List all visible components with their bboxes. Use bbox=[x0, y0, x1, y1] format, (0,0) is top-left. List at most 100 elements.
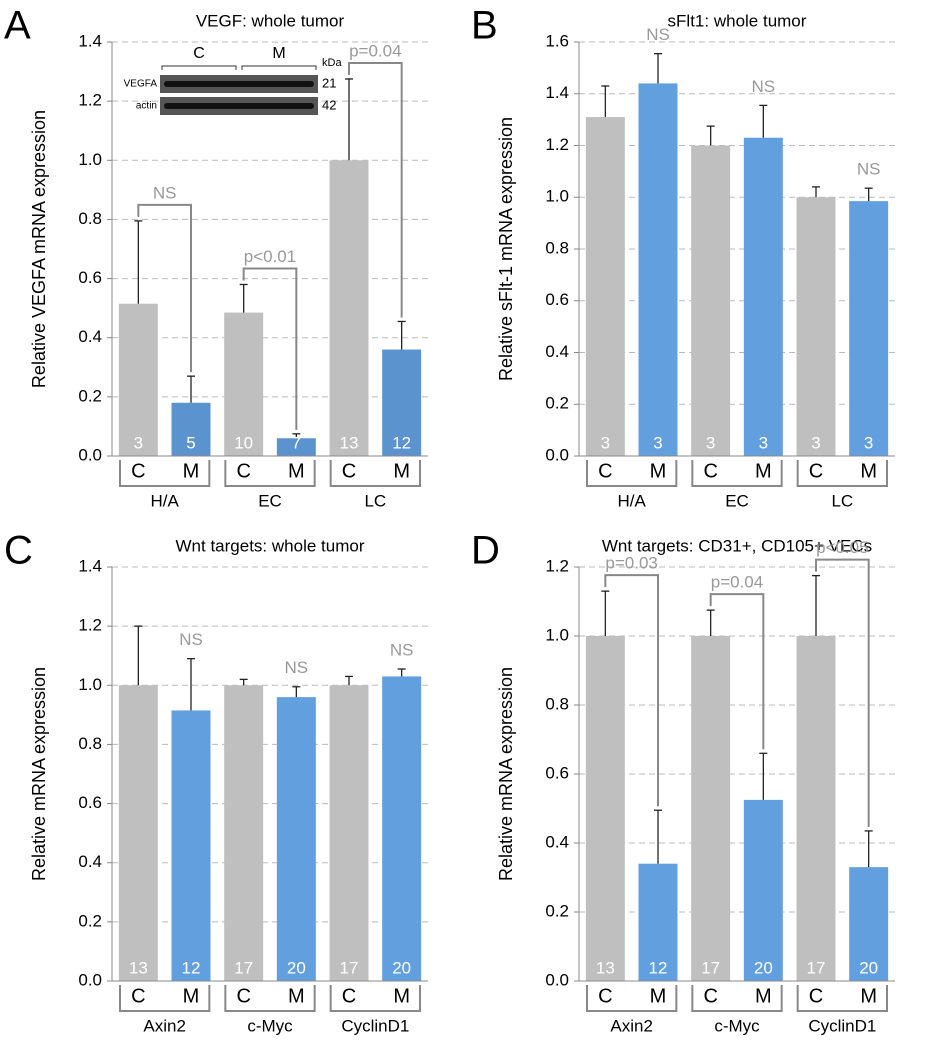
group-bracket bbox=[586, 985, 678, 1012]
y-tick-label: 1.0 bbox=[78, 150, 102, 169]
chart-title: VEGF: whole tumor bbox=[196, 11, 345, 30]
significance-label: NS bbox=[153, 183, 177, 202]
n-label: 20 bbox=[754, 958, 773, 977]
n-label: 3 bbox=[706, 433, 715, 452]
group-label: LC bbox=[831, 491, 853, 510]
group-bracket bbox=[329, 460, 421, 487]
y-tick-label: 1.0 bbox=[545, 187, 569, 206]
x-tick-label: C bbox=[598, 985, 612, 1007]
n-label: 13 bbox=[340, 433, 359, 452]
significance-bracket bbox=[815, 558, 870, 827]
group-bracket bbox=[329, 985, 421, 1012]
significance-bracket bbox=[348, 61, 403, 318]
y-tick-label: 0.0 bbox=[545, 445, 569, 464]
bar bbox=[224, 685, 264, 981]
n-label: 7 bbox=[292, 433, 301, 452]
panel-label: B bbox=[471, 4, 498, 48]
y-tick-label: 0.8 bbox=[545, 238, 569, 257]
bar bbox=[638, 83, 678, 457]
group-label: LC bbox=[364, 491, 386, 510]
n-label: 3 bbox=[134, 433, 143, 452]
significance-bracket bbox=[242, 267, 298, 430]
bar bbox=[329, 160, 369, 457]
n-label: 3 bbox=[601, 433, 610, 452]
panel: C Wnt targets: whole tumor Relative mRNA e… bbox=[4, 529, 428, 1035]
group-label: EC bbox=[725, 491, 749, 510]
significance-label: NS bbox=[646, 25, 670, 44]
n-label: 3 bbox=[811, 433, 820, 452]
y-tick-label: 1.2 bbox=[78, 616, 102, 635]
significance-label: NS bbox=[752, 77, 776, 96]
n-label: 13 bbox=[596, 958, 615, 977]
significance-label: NS bbox=[285, 658, 309, 677]
significance-label: NS bbox=[179, 630, 203, 649]
group-bracket bbox=[796, 985, 888, 1012]
band-name: VEGFA bbox=[124, 79, 158, 90]
x-tick-label: C bbox=[131, 460, 145, 482]
x-tick-label: M bbox=[860, 460, 877, 482]
n-label: 3 bbox=[759, 433, 768, 452]
n-label: 10 bbox=[234, 433, 253, 452]
x-tick-label: M bbox=[755, 460, 772, 482]
x-tick-label: M bbox=[650, 985, 667, 1007]
y-tick-label: 0.4 bbox=[78, 327, 102, 346]
n-label: 20 bbox=[287, 958, 306, 977]
panel-label: D bbox=[471, 529, 500, 573]
y-tick-label: 0.6 bbox=[545, 763, 569, 782]
significance-label: NS bbox=[857, 160, 881, 179]
y-tick-label: 0.2 bbox=[78, 911, 102, 930]
significance-label: p<0.01 bbox=[244, 247, 296, 266]
group-bracket bbox=[119, 985, 211, 1012]
n-label: 13 bbox=[129, 958, 148, 977]
n-label: 3 bbox=[864, 433, 873, 452]
group-bracket bbox=[691, 460, 783, 487]
n-label: 12 bbox=[649, 958, 668, 977]
lane-label: M bbox=[272, 45, 285, 62]
n-label: 17 bbox=[807, 958, 826, 977]
lane-bracket bbox=[241, 65, 317, 70]
group-label: c-Myc bbox=[247, 1016, 293, 1035]
bar bbox=[224, 312, 264, 456]
y-tick-label: 0.8 bbox=[545, 694, 569, 713]
significance-label: p=0.03 bbox=[605, 554, 657, 573]
y-tick-label: 0.8 bbox=[78, 209, 102, 228]
n-label: 17 bbox=[340, 958, 359, 977]
y-tick-label: 0.8 bbox=[78, 734, 102, 753]
x-tick-label: M bbox=[650, 460, 667, 482]
x-tick-label: C bbox=[598, 460, 612, 482]
chart-title: Wnt targets: CD31+, CD105+ VECs bbox=[602, 536, 872, 555]
y-axis-label: Relative mRNA expression bbox=[29, 667, 49, 881]
x-tick-label: M bbox=[288, 985, 305, 1007]
x-tick-label: C bbox=[703, 985, 717, 1007]
y-tick-label: 1.0 bbox=[545, 625, 569, 644]
bar bbox=[585, 117, 625, 456]
n-label: 17 bbox=[234, 958, 253, 977]
x-tick-label: C bbox=[342, 460, 356, 482]
y-tick-label: 1.4 bbox=[545, 83, 569, 102]
y-tick-label: 1.2 bbox=[545, 556, 569, 575]
panel: A VEGF: whole tumor Relative VEGFA mRNA ex… bbox=[4, 4, 428, 510]
group-bracket bbox=[224, 460, 316, 487]
n-label: 12 bbox=[392, 433, 411, 452]
bar bbox=[276, 697, 316, 981]
n-label: 3 bbox=[653, 433, 662, 452]
group-label: CyclinD1 bbox=[808, 1016, 876, 1035]
chart-title: Wnt targets: whole tumor bbox=[176, 536, 365, 555]
y-tick-label: 0.4 bbox=[545, 832, 569, 851]
y-tick-label: 0.0 bbox=[78, 445, 102, 464]
n-label: 20 bbox=[392, 958, 411, 977]
n-label: 5 bbox=[186, 433, 195, 452]
x-tick-label: M bbox=[393, 985, 410, 1007]
group-label: Axin2 bbox=[610, 1016, 653, 1035]
inset-unit: kDa bbox=[322, 57, 342, 69]
x-tick-label: M bbox=[393, 460, 410, 482]
x-tick-label: C bbox=[131, 985, 145, 1007]
group-bracket bbox=[796, 460, 888, 487]
panel-label: A bbox=[4, 4, 31, 48]
y-axis-label: Relative sFlt-1 mRNA expression bbox=[496, 117, 516, 381]
bar bbox=[638, 863, 678, 981]
band-kda: 42 bbox=[322, 97, 336, 112]
y-tick-label: 0.0 bbox=[78, 970, 102, 989]
